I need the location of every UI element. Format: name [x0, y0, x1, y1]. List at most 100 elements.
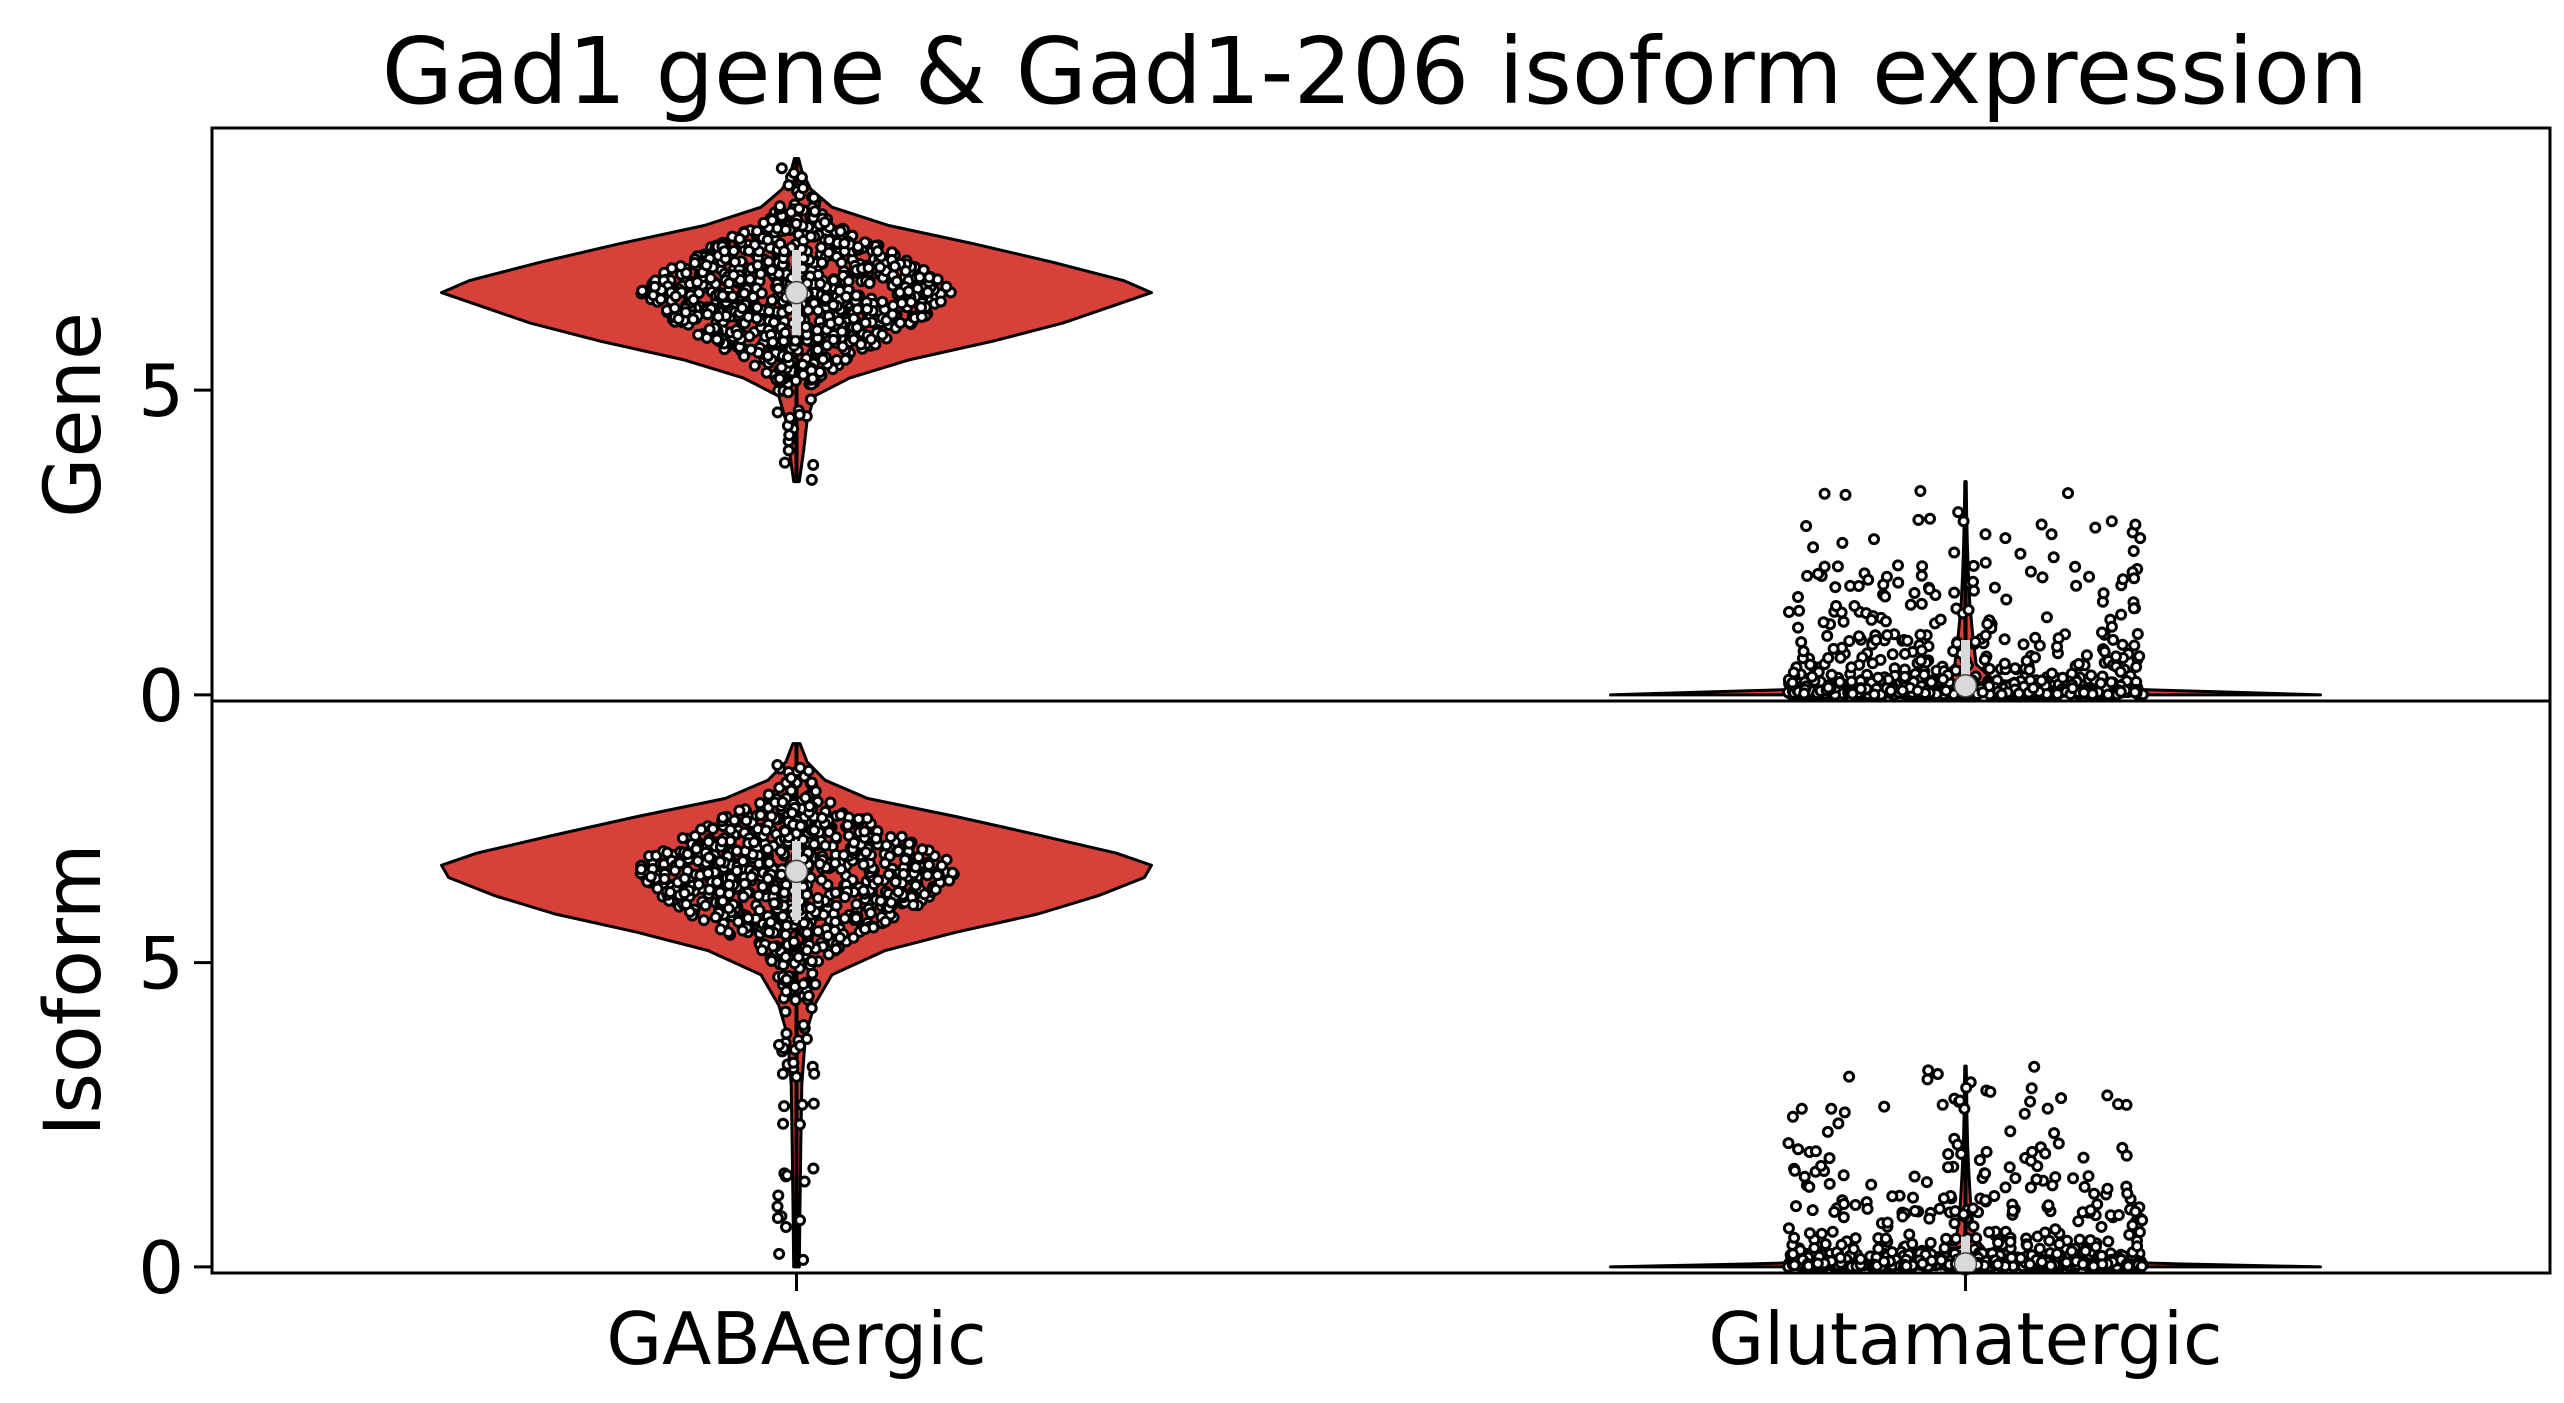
data-point — [1831, 560, 1844, 573]
data-point — [2003, 1161, 2016, 1174]
data-point — [802, 764, 815, 777]
data-point — [754, 797, 767, 810]
data-point — [2105, 515, 2118, 528]
data-point — [2089, 1240, 2102, 1253]
data-point — [2069, 560, 2082, 573]
data-point — [922, 859, 935, 871]
data-point — [2088, 1187, 2101, 1200]
data-point — [2072, 658, 2085, 670]
data-point — [1821, 629, 1834, 642]
data-point — [827, 274, 840, 287]
data-point — [890, 275, 903, 288]
data-point — [676, 832, 689, 845]
data-point — [838, 912, 851, 925]
data-point — [736, 924, 749, 937]
data-point — [778, 456, 791, 469]
data-point — [776, 796, 789, 809]
data-point — [1782, 1222, 1795, 1235]
data-point — [1868, 688, 1881, 701]
data-point — [2012, 687, 2025, 700]
data-point — [860, 846, 872, 859]
data-point — [701, 308, 714, 321]
data-point — [840, 290, 853, 303]
data-point — [2114, 665, 2127, 678]
data-point — [691, 855, 704, 867]
data-point — [768, 316, 780, 329]
data-point — [2129, 1205, 2142, 1218]
data-point — [832, 314, 845, 327]
data-point — [778, 1100, 791, 1113]
data-point — [1827, 642, 1840, 655]
data-point — [733, 232, 746, 245]
data-point — [879, 857, 892, 870]
data-point — [2102, 688, 2115, 701]
data-point — [1920, 1176, 1933, 1189]
data-point — [857, 884, 870, 897]
data-point — [2134, 532, 2147, 545]
data-point — [1881, 1216, 1894, 1229]
data-point — [728, 814, 741, 827]
data-point — [1898, 670, 1911, 683]
data-point — [1837, 615, 1850, 628]
data-point — [797, 978, 810, 991]
data-point — [1837, 1211, 1850, 1224]
x-tick-label-glutamatergic: Glutamatergic — [1708, 1297, 2222, 1381]
data-point — [805, 1002, 818, 1015]
data-point — [2117, 573, 2129, 586]
data-point — [1900, 1260, 1913, 1272]
data-point — [780, 973, 793, 986]
data-point — [1949, 1205, 1962, 1218]
data-point — [678, 872, 691, 885]
data-point — [1923, 1212, 1936, 1225]
data-point — [679, 306, 692, 319]
data-point — [842, 275, 855, 288]
data-point — [1909, 1205, 1921, 1217]
data-point — [2089, 521, 2102, 534]
data-point — [811, 324, 824, 337]
data-point — [1995, 688, 2008, 701]
data-point — [1790, 1200, 1802, 1213]
data-point — [808, 824, 821, 837]
data-point — [899, 265, 912, 277]
data-point — [1798, 1170, 1811, 1183]
data-point — [1804, 658, 1817, 671]
data-point — [2060, 1256, 2073, 1269]
data-point — [2129, 686, 2141, 699]
data-point — [805, 473, 818, 486]
data-point — [870, 832, 883, 845]
data-point — [2065, 1245, 2078, 1258]
data-point — [688, 257, 701, 269]
data-point — [2041, 1102, 2054, 1115]
data-point — [704, 272, 717, 285]
data-point — [1845, 675, 1858, 688]
data-point — [1782, 1137, 1795, 1150]
data-point — [1896, 684, 1909, 697]
data-point — [1914, 485, 1927, 497]
data-point — [940, 280, 953, 293]
data-point — [2126, 1219, 2139, 1232]
data-point — [1818, 487, 1831, 500]
data-point — [1951, 637, 1964, 650]
data-point — [812, 892, 824, 904]
data-point — [773, 1039, 785, 1051]
data-point — [801, 944, 813, 957]
data-point — [1979, 629, 1992, 642]
isoform-panel-frame — [210, 699, 2552, 1275]
data-point — [809, 978, 822, 991]
data-point — [838, 237, 851, 250]
data-point — [821, 929, 834, 942]
data-point — [814, 277, 827, 290]
data-point — [768, 883, 781, 896]
data-point — [807, 458, 820, 471]
data-point — [805, 955, 818, 968]
data-point — [775, 361, 788, 374]
data-point — [2026, 1145, 2039, 1158]
data-point — [2029, 631, 2042, 644]
data-point — [702, 835, 715, 848]
data-point — [792, 951, 805, 964]
data-point — [852, 240, 864, 253]
data-point — [2046, 1179, 2059, 1192]
data-point — [783, 429, 796, 442]
data-point — [865, 333, 878, 346]
data-point — [771, 406, 784, 419]
